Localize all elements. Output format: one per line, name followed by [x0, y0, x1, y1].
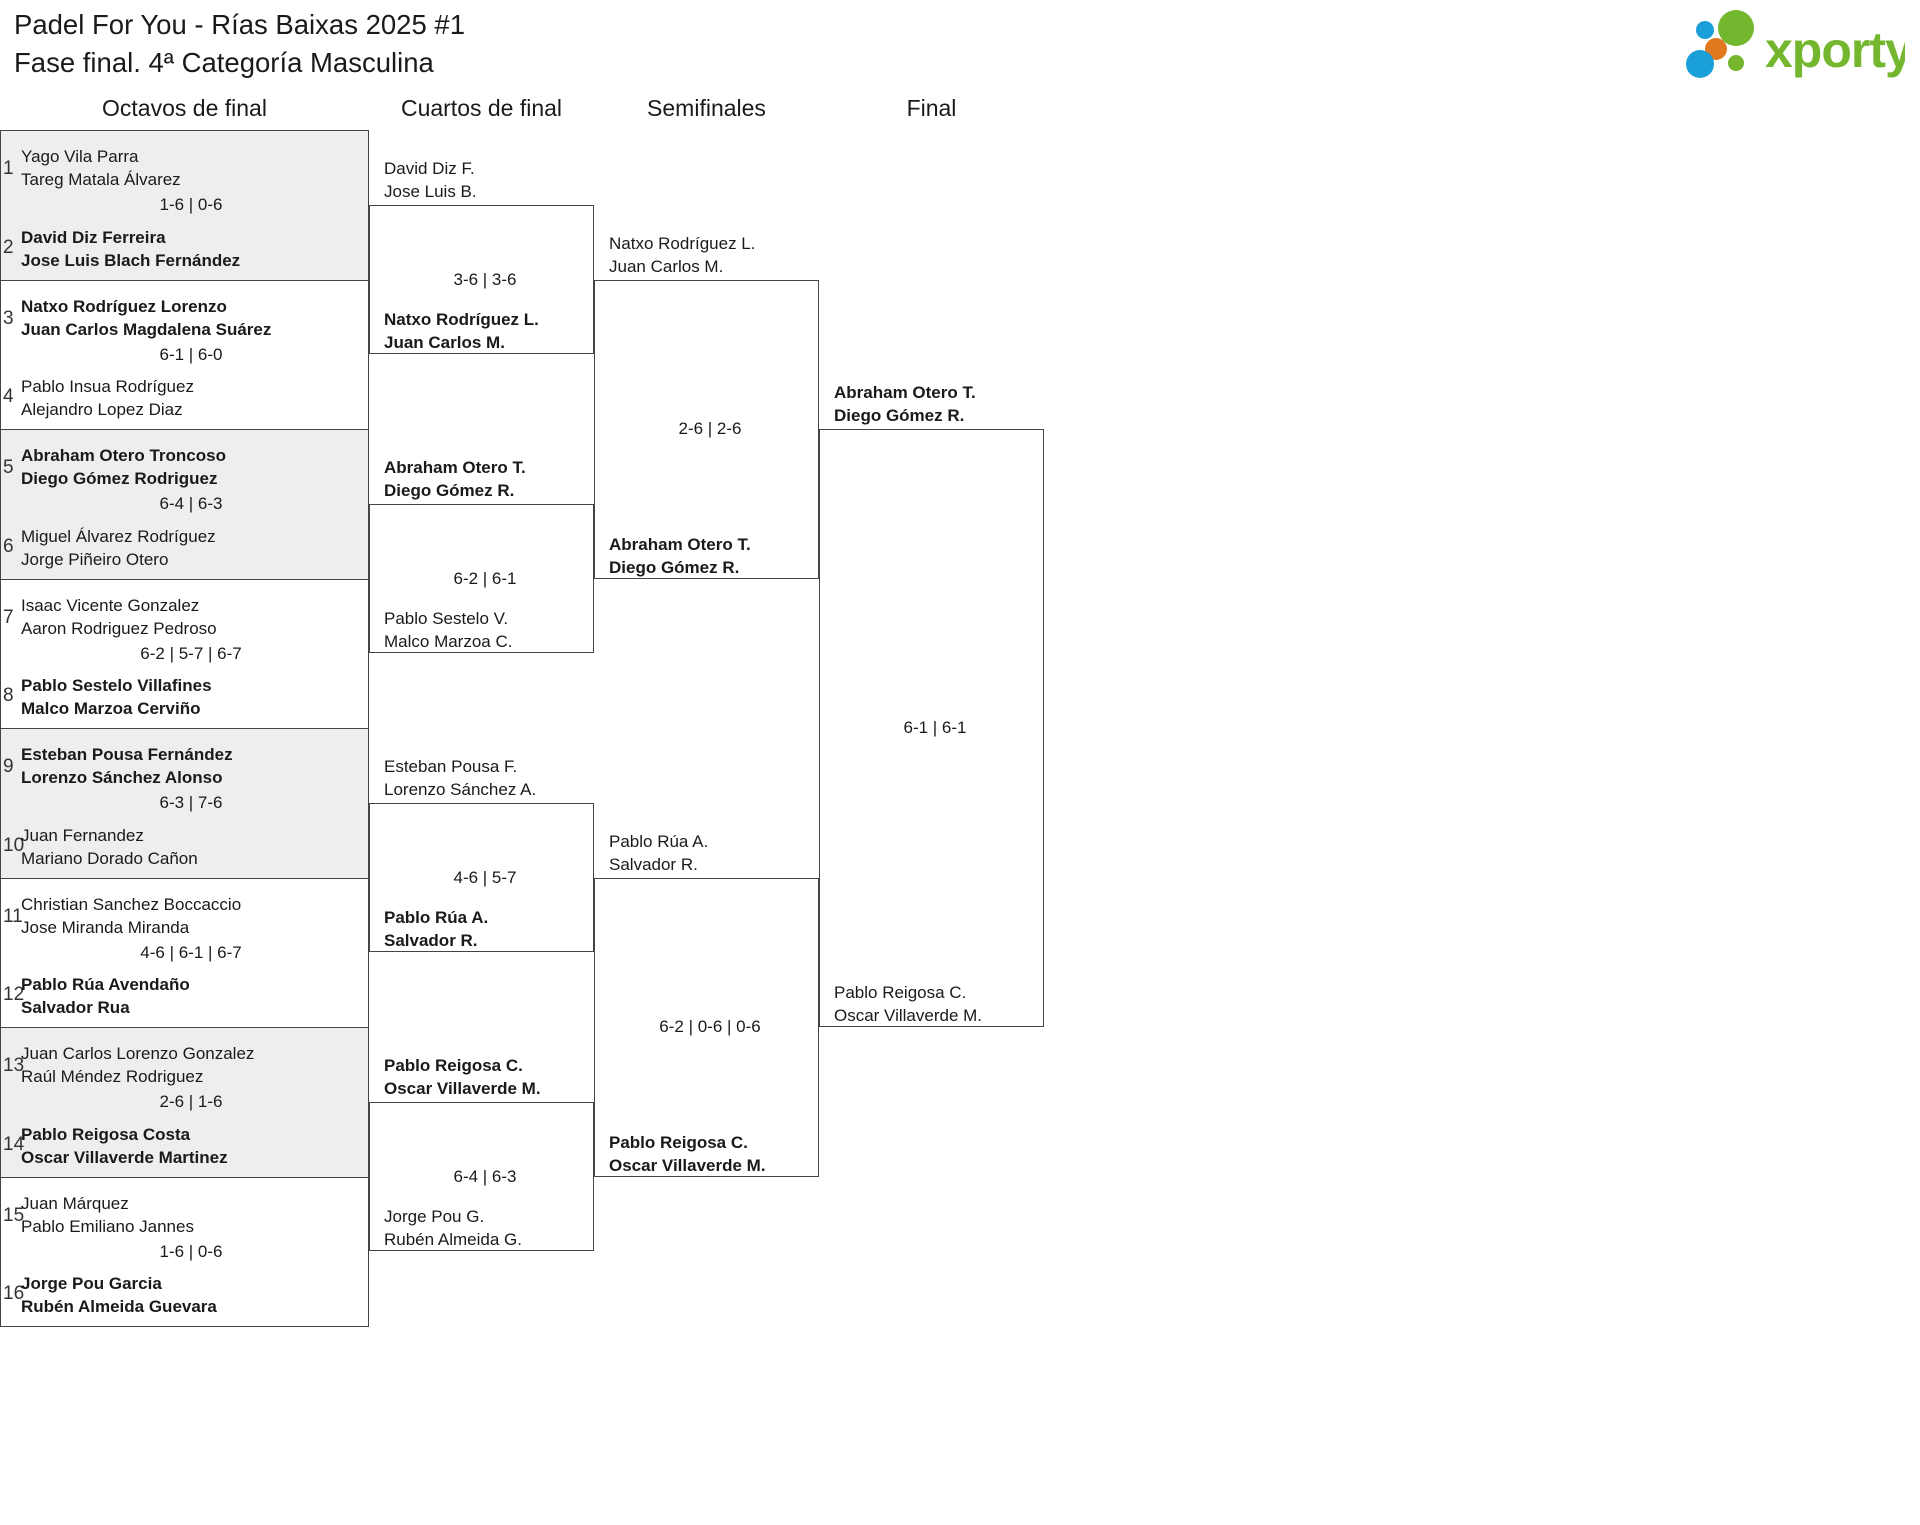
svg-text:xporty: xporty — [1765, 22, 1905, 78]
